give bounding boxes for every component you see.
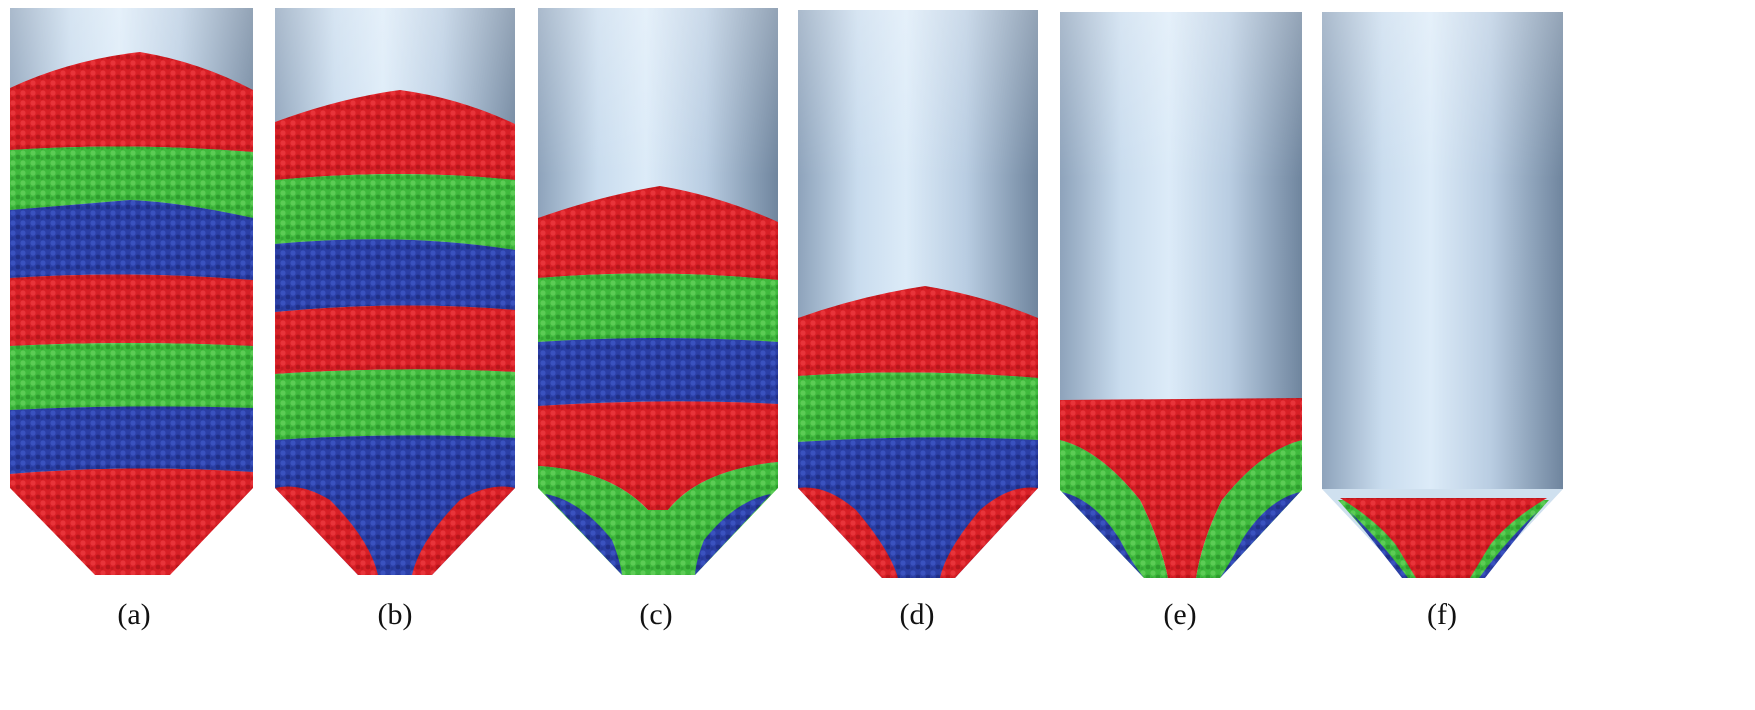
layer-blue — [538, 338, 778, 406]
layer-red-top — [10, 52, 253, 152]
layer-green — [798, 372, 1038, 442]
hopper-blue-right — [1479, 512, 1537, 578]
layer-red-bottom — [10, 468, 253, 575]
layer-blue — [275, 239, 515, 312]
layer-red-top — [538, 186, 778, 280]
layer-green — [275, 369, 515, 440]
layer-green — [275, 174, 515, 250]
hopper-green — [1196, 440, 1302, 578]
hopper-blue-left — [545, 494, 622, 575]
hopper-blue-right — [695, 494, 771, 575]
panel-label-a: (a) — [117, 598, 150, 631]
layer-red — [10, 274, 253, 346]
silo-panel-e — [1060, 12, 1302, 578]
layer-blue — [10, 200, 253, 280]
silo-panel-d — [798, 10, 1038, 578]
layer-red-top — [798, 286, 1038, 378]
layer-blue — [10, 406, 253, 474]
hopper-blue-left — [1350, 512, 1408, 578]
layer-red — [275, 305, 515, 374]
layer-green — [10, 343, 253, 410]
layer-red — [1340, 498, 1547, 578]
layer-green — [538, 273, 778, 342]
hopper-green — [1060, 440, 1168, 578]
hopper-blue-right — [1220, 492, 1300, 578]
silo-panel-b — [275, 8, 515, 575]
hopper-red-left — [798, 487, 898, 578]
silo-panel-c — [538, 8, 778, 575]
hopper-red-left — [275, 486, 378, 575]
layer-red — [1060, 398, 1302, 578]
hopper-red-right — [412, 486, 515, 575]
panel-label-c: (c) — [639, 598, 672, 631]
hopper-red-right — [940, 487, 1038, 578]
layer-red — [538, 401, 778, 510]
layer-green — [10, 146, 253, 218]
silo-panel-f — [1322, 12, 1563, 578]
hopper-blue-left — [1062, 492, 1144, 578]
panel-label-f: (f) — [1427, 598, 1457, 631]
layer-red-top — [275, 90, 515, 180]
panel-label-b: (b) — [378, 598, 413, 631]
silo-panel-a — [10, 8, 253, 575]
panel-label-e: (e) — [1163, 598, 1196, 631]
panel-label-d: (d) — [900, 598, 935, 631]
